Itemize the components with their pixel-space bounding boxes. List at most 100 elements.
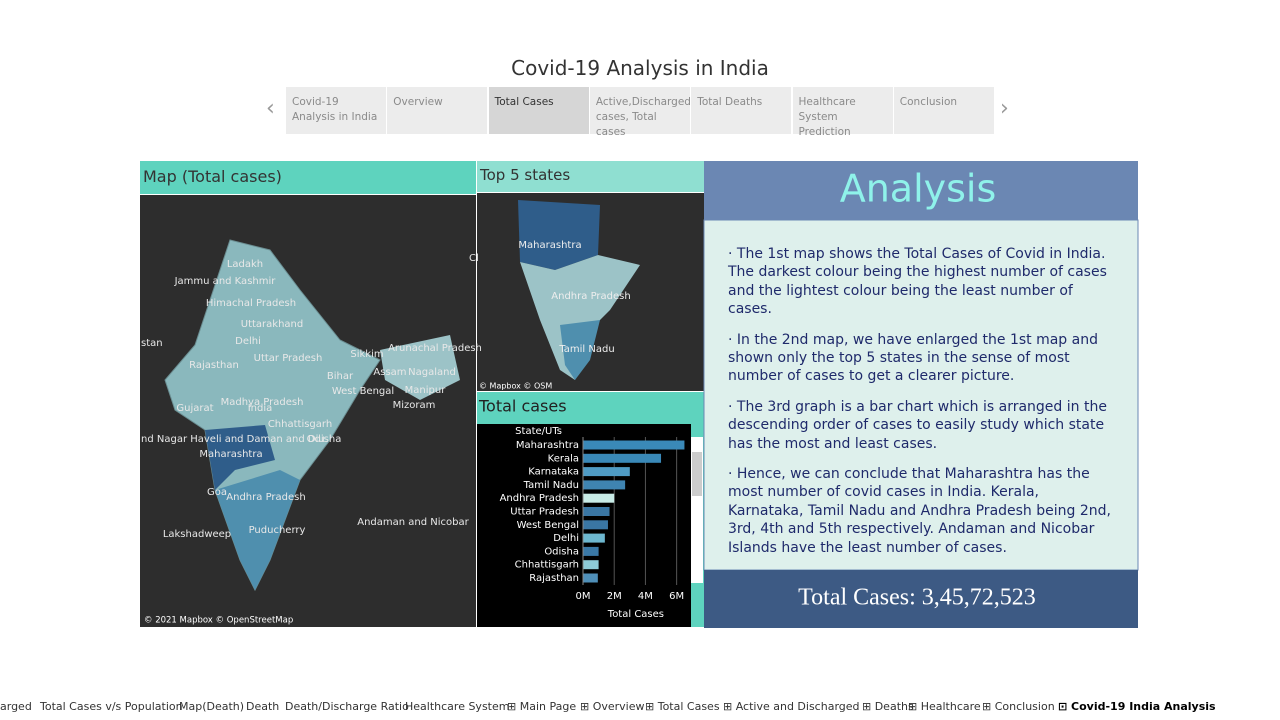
sheet-tab[interactable]: ⊞ Deaths (862, 700, 914, 713)
map-label: Manipur (405, 385, 447, 396)
map-label: Ladakh (227, 259, 263, 270)
total-bg (704, 570, 1138, 628)
scroll-thumb (692, 452, 702, 496)
map-label: Uttarakhand (241, 319, 303, 330)
y-tick-label: Chhattisgarh (515, 560, 579, 571)
map-label: Chhattisgarh (268, 419, 332, 430)
map-label: nd Nagar Haveli and Daman and Diu (141, 434, 325, 445)
nav-tab[interactable]: Covid-19 Analysis in India (286, 87, 386, 134)
y-tick-label: Uttar Pradesh (510, 507, 579, 518)
sheet-tab[interactable]: arged (0, 700, 32, 713)
map-label: Delhi (235, 336, 261, 347)
sheet-tab[interactable]: Healthcare System (405, 700, 510, 713)
analysis-title: Analysis (840, 167, 997, 211)
map-label: Maharashtra (518, 240, 581, 251)
map-label: Mizoram (393, 400, 436, 411)
map-attribution: © Mapbox © OSM (479, 382, 552, 391)
map-label: Goa (207, 487, 227, 498)
map-title: Map (Total cases) (143, 167, 282, 186)
sheet-tab[interactable]: ⊡ Covid-19 India Analysis (1058, 700, 1216, 713)
sheet-tab[interactable]: ⊞ Active and Discharged (723, 700, 860, 713)
map-label: Assam (373, 367, 406, 378)
bar (583, 467, 630, 477)
chart-title: Total cases (478, 397, 567, 416)
sheet-tab[interactable]: ⊞ Main Page (507, 700, 577, 713)
nav-tab[interactable]: Total Deaths (691, 87, 792, 134)
sheet-tab[interactable]: Map(Death) (179, 700, 245, 713)
y-tick-label: Tamil Nadu (523, 480, 579, 491)
map-label: Himachal Pradesh (206, 298, 296, 309)
sheet-tab[interactable]: ⊞ Healthcare (908, 700, 981, 713)
y-tick-label: Maharashtra (516, 440, 579, 451)
top5-south (520, 255, 640, 380)
maharashtra-shape (205, 425, 275, 490)
y-tick-label: Delhi (553, 533, 579, 544)
analysis-header (704, 161, 1138, 220)
x-tick-label: 4M (638, 591, 653, 602)
nav-tab[interactable]: Total Cases (488, 87, 589, 134)
top5-title: Top 5 states (479, 166, 570, 184)
nav-tab[interactable]: Conclusion (893, 87, 994, 134)
sheet-tab[interactable]: ⊞ Overview (580, 700, 645, 713)
map-label: Arunachal Pradesh (388, 343, 482, 354)
y-tick-label: West Bengal (517, 520, 579, 531)
top5-header (477, 161, 704, 192)
map-label: Jammu and Kashmir (174, 276, 277, 287)
bar (583, 440, 685, 450)
analysis-paragraph: · The 1st map shows the Total Cases of C… (728, 246, 1107, 318)
category-header: State/UTs (515, 426, 562, 437)
map-label: Lakshadweep (163, 529, 231, 540)
x-tick-label: 2M (607, 591, 622, 602)
top5-tn (560, 320, 600, 380)
top5-mh (518, 200, 600, 270)
map-label: Bihar (327, 371, 354, 382)
sheet-tab[interactable]: Total Cases v/s Population (40, 700, 183, 713)
bar (583, 520, 608, 530)
bar (583, 480, 626, 490)
sheet-tab[interactable]: Death/Discharge Ratio (285, 700, 409, 713)
sheet-tab[interactable]: ⊞ Conclusion (982, 700, 1055, 713)
sheet-tab[interactable]: ⊞ Total Cases (645, 700, 720, 713)
analysis-body: · The 1st map shows the Total Cases of C… (728, 245, 1118, 569)
map-label: Rajasthan (189, 360, 239, 371)
map-label: Andhra Pradesh (226, 492, 305, 503)
nav-tab[interactable]: Healthcare System Prediction (792, 87, 893, 138)
sheet-tab[interactable]: Death (246, 700, 280, 713)
y-tick-label: Andhra Pradesh (500, 493, 579, 504)
map-label: Puducherry (249, 525, 306, 536)
total-cases: Total Cases: 3,45,72,523 (798, 585, 1036, 611)
y-tick-label: Odisha (544, 546, 579, 557)
map-label: Maharashtra (199, 449, 262, 460)
map-label: Tamil Nadu (558, 344, 614, 355)
map-header (140, 161, 476, 194)
x-tick-label: 6M (669, 591, 684, 602)
bar (583, 533, 605, 543)
map-attribution: © 2021 Mapbox © OpenStreetMap (144, 616, 293, 626)
nav-tab[interactable]: Active,Discharged cases, Total cases (589, 87, 691, 138)
y-tick-label: Karnataka (528, 467, 579, 478)
nav-next[interactable]: › (1000, 96, 1009, 121)
map-label: Andhra Pradesh (551, 291, 630, 302)
analysis-paragraph: · The 3rd graph is a bar chart which is … (728, 398, 1107, 452)
x-tick-label: 0M (576, 591, 591, 602)
analysis-paragraph: · In the 2nd map, we have enlarged the 1… (728, 331, 1098, 385)
map-label: West Bengal (332, 386, 394, 397)
map-label: Andaman and Nicobar (357, 517, 469, 528)
map-label: Uttar Pradesh (254, 353, 323, 364)
x-axis-label: Total Cases (607, 609, 664, 620)
map-label: Madhya Pradesh (221, 397, 304, 408)
map-label: Sikkim (350, 349, 383, 360)
map-label: Gujarat (176, 403, 213, 414)
y-tick-label: Kerala (548, 453, 579, 464)
bar (583, 453, 662, 463)
bar (583, 507, 610, 516)
bars-header (477, 392, 704, 424)
bar (583, 573, 598, 583)
map-label: Odisha (307, 434, 342, 445)
nav-prev[interactable]: ‹ (266, 96, 275, 121)
nav-tab[interactable]: Overview (387, 87, 488, 134)
ne-shape (380, 335, 460, 400)
south-shape (215, 470, 300, 590)
